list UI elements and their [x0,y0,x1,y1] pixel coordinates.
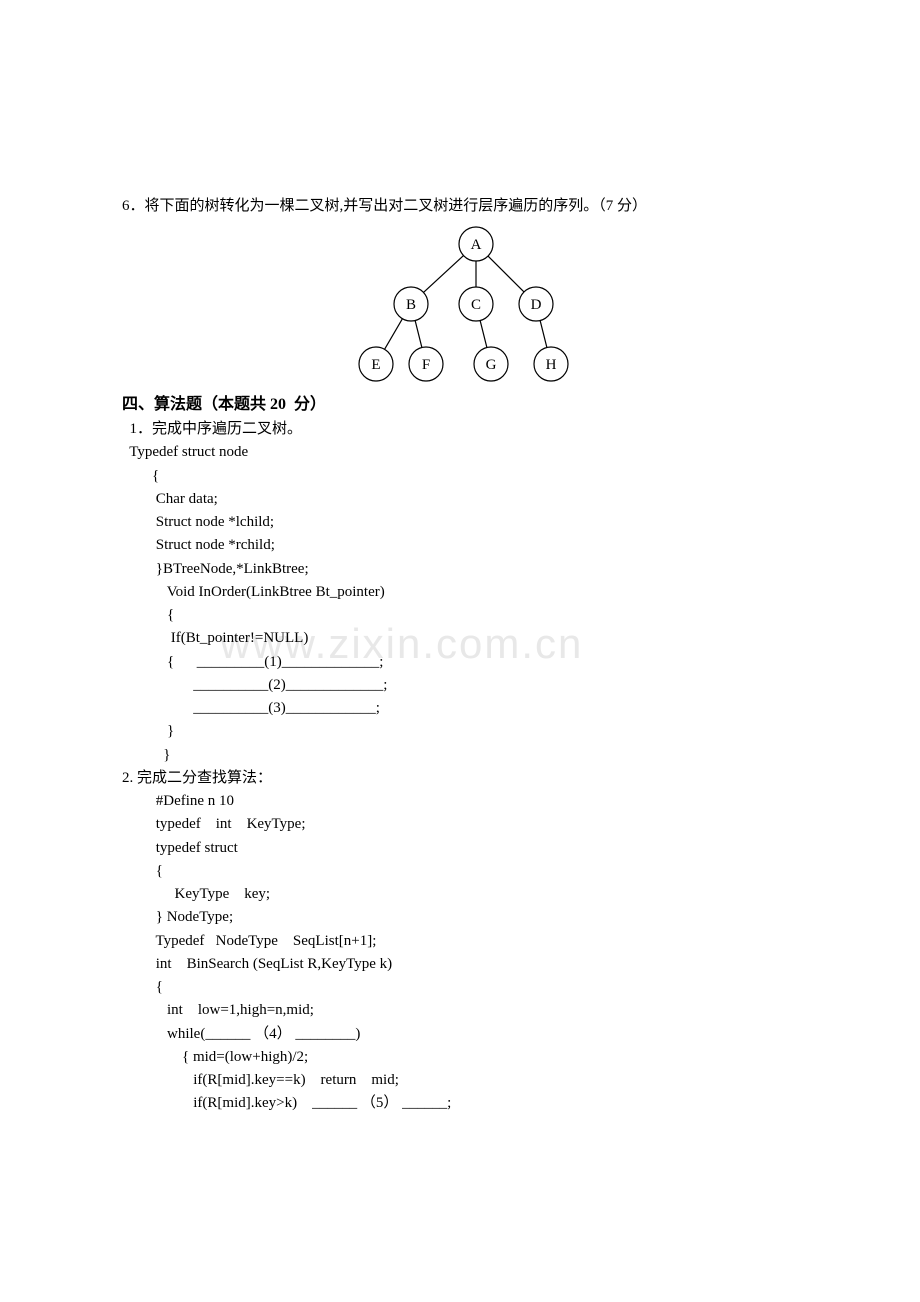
alg2-line: { mid=(low+high)/2; [122,1046,800,1069]
alg1-line: 1．完成中序遍历二叉树。 [122,418,800,441]
tree-node-label: D [531,297,542,313]
alg1-line: { [122,465,800,488]
alg1-line: { [122,604,800,627]
alg2-line: int low=1,high=n,mid; [122,999,800,1022]
alg2-line: KeyType key; [122,883,800,906]
alg2-line: } NodeType; [122,906,800,929]
alg2-line: #Define n 10 [122,790,800,813]
alg1-line: Struct node *rchild; [122,534,800,557]
alg2-line: if(R[mid].key>k) ______ （5） ______; [122,1092,800,1115]
alg2-line: { [122,860,800,883]
alg2-line: Typedef NodeType SeqList[n+1]; [122,930,800,953]
alg1-line: If(Bt_pointer!=NULL) [122,627,800,650]
alg2-line: 2. 完成二分查找算法： [122,767,800,790]
alg1-line: Typedef struct node [122,441,800,464]
tree-edge [480,321,487,348]
alg1-line: Char data; [122,488,800,511]
tree-edge [423,256,463,293]
tree-edge [385,319,403,350]
section-4-title: 四、算法题（本题共 20 分） [122,393,800,418]
tree-node-label: G [486,357,497,373]
alg2-line: int BinSearch (SeqList R,KeyType k) [122,953,800,976]
alg2-line: while(______ （4） ________) [122,1023,800,1046]
tree-node-label: A [471,237,482,253]
alg2-line: if(R[mid].key==k) return mid; [122,1069,800,1092]
alg2-line: { [122,976,800,999]
alg1-line: } [122,720,800,743]
tree-node-label: H [546,357,557,373]
alg1-line: Struct node *lchild; [122,511,800,534]
alg1-line: Void InOrder(LinkBtree Bt_pointer) [122,581,800,604]
tree-node-label: C [471,297,481,313]
tree-edge [540,321,547,348]
alg1-line: } [122,744,800,767]
alg1-line: }BTreeNode,*LinkBtree; [122,558,800,581]
tree-node-label: F [422,357,430,373]
alg1-line: __________(2)_____________; [122,674,800,697]
alg2-line: typedef int KeyType; [122,813,800,836]
page-content: 6．将下面的树转化为一棵二叉树,并写出对二叉树进行层序遍历的序列。（7 分） A… [122,195,800,1116]
tree-diagram: A B C D E F G H [276,222,646,387]
alg1-line: __________(3)____________; [122,697,800,720]
tree-node-label: E [371,357,380,373]
question-6-text: 6．将下面的树转化为一棵二叉树,并写出对二叉树进行层序遍历的序列。（7 分） [122,195,800,218]
alg1-line: { _________(1)_____________; [122,651,800,674]
tree-node-label: B [406,297,416,313]
alg2-line: typedef struct [122,837,800,860]
tree-edge [415,321,422,348]
tree-edge [488,256,524,292]
